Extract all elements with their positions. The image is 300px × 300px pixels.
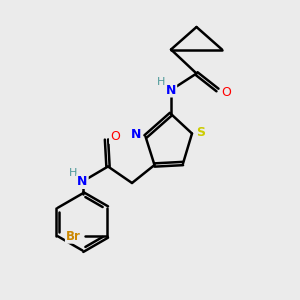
Text: N: N: [131, 128, 142, 142]
Text: O: O: [110, 130, 120, 143]
Text: O: O: [221, 86, 231, 99]
Text: N: N: [166, 83, 176, 97]
Text: H: H: [69, 168, 77, 178]
Text: N: N: [77, 175, 88, 188]
Text: H: H: [157, 76, 166, 87]
Text: S: S: [196, 125, 206, 139]
Text: Br: Br: [66, 230, 81, 243]
